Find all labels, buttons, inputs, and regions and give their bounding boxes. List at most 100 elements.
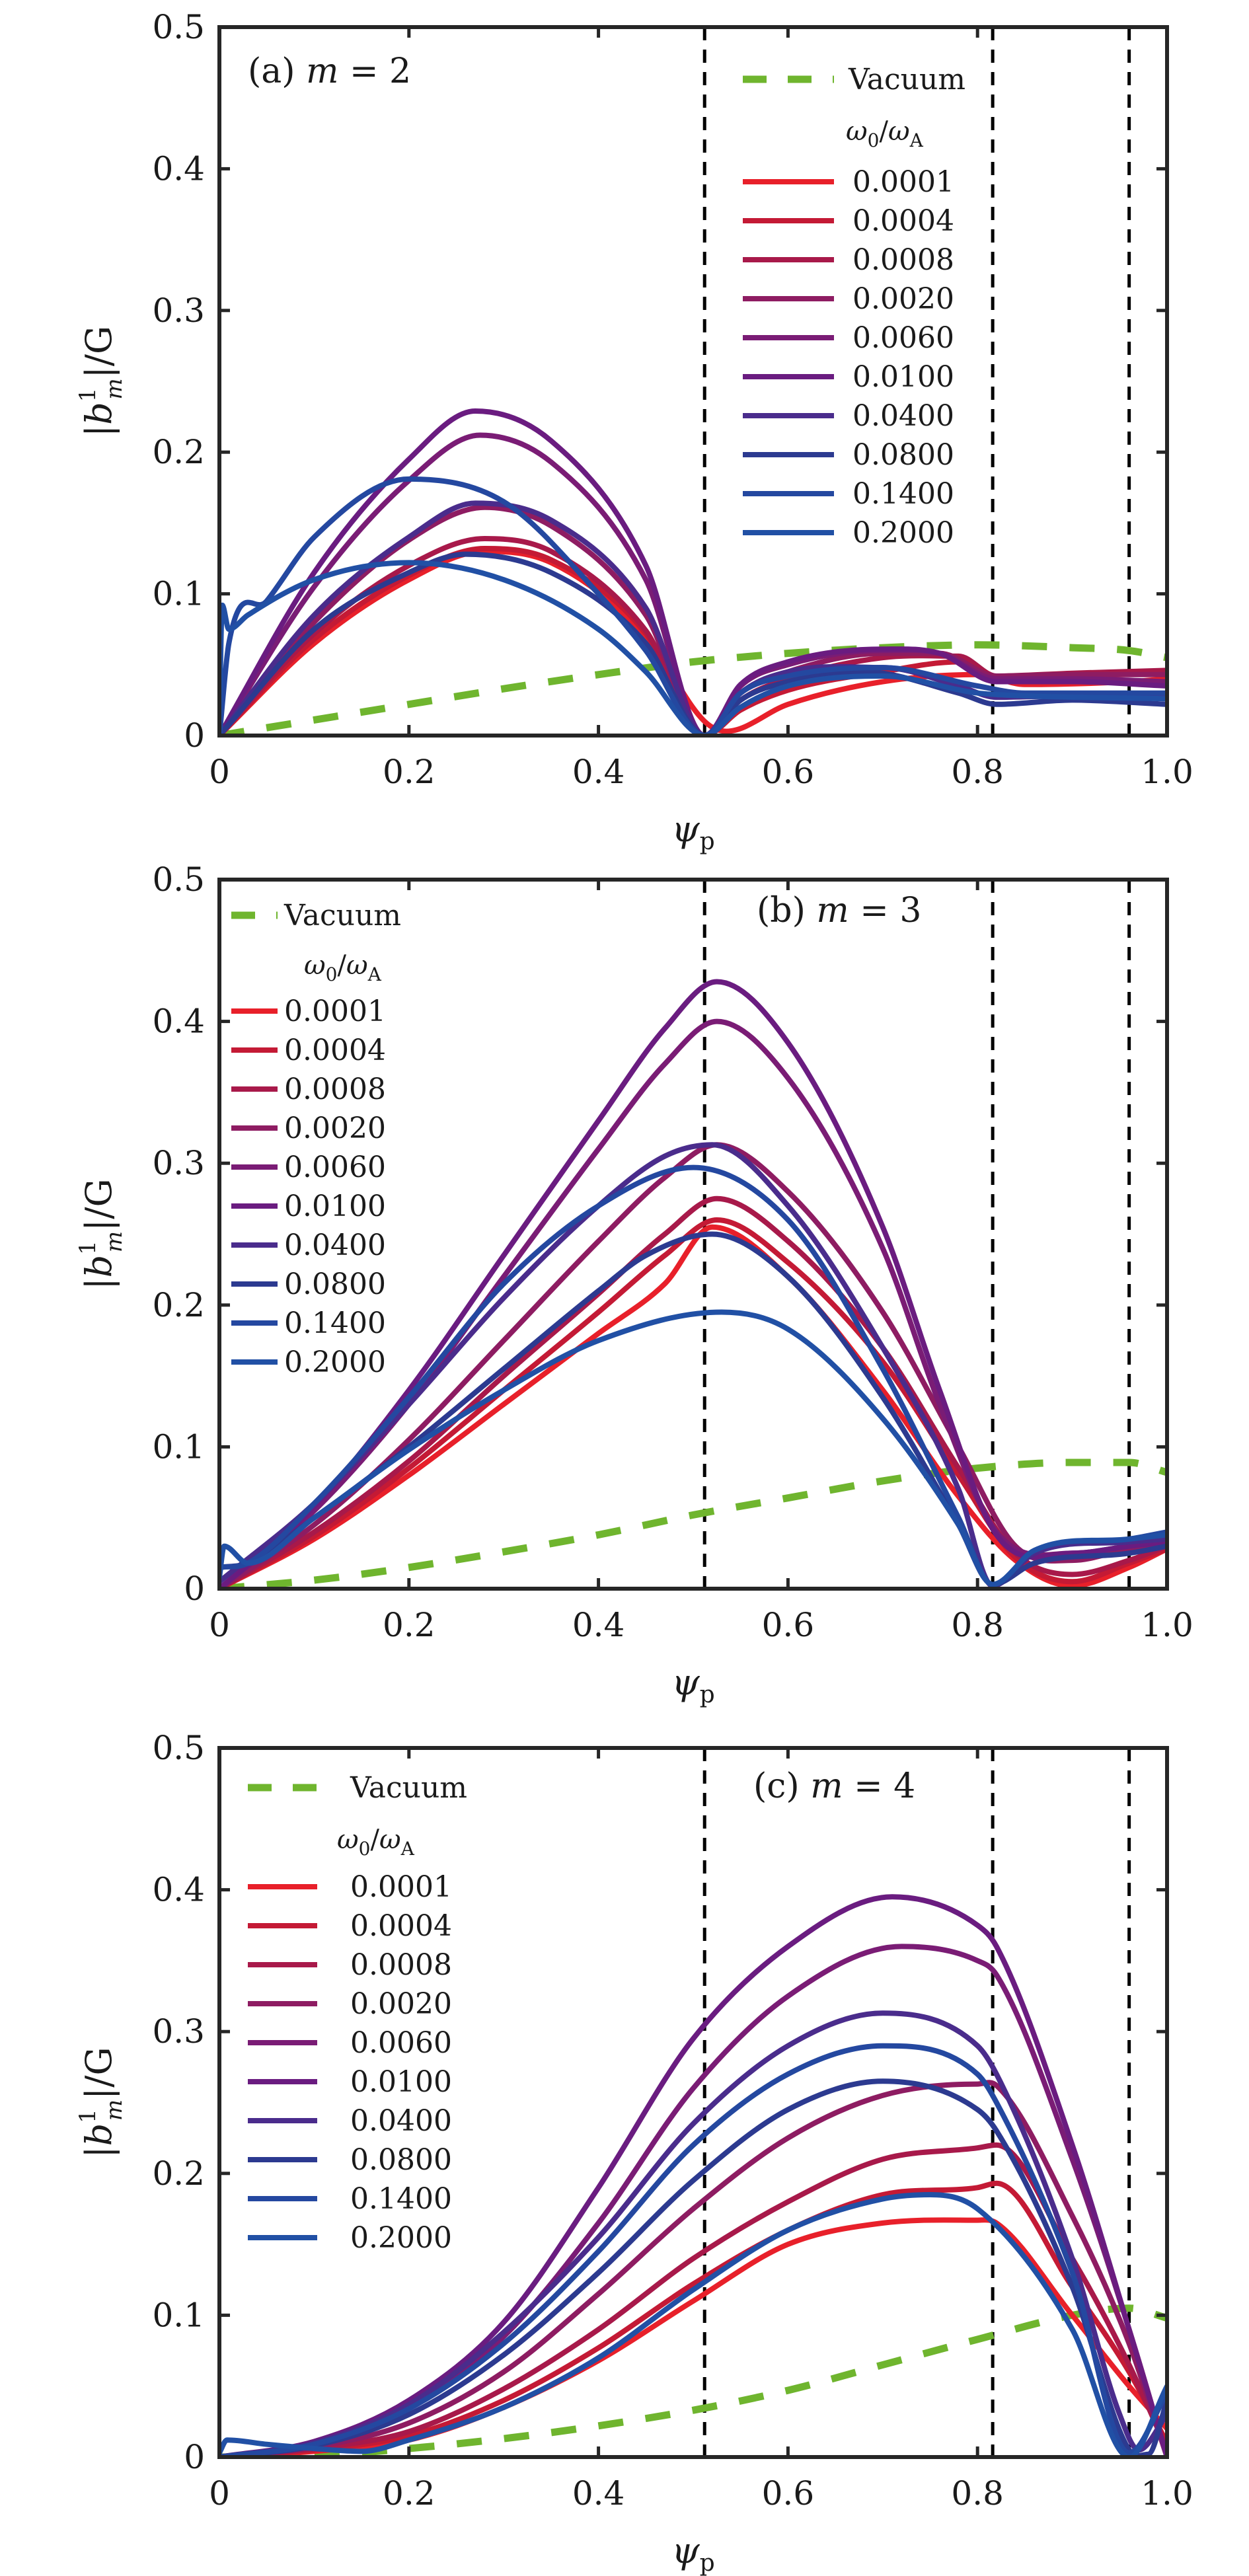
legend-label: 0.0020 — [284, 1112, 386, 1145]
y-tick-label: 0.2 — [152, 1286, 205, 1324]
x-tick-label: 0 — [209, 1606, 230, 1644]
legend-label: 0.0001 — [284, 995, 386, 1028]
legend-label: 0.0001 — [852, 165, 954, 199]
y-tick-label: 0.3 — [152, 291, 205, 330]
series-vacuum — [219, 641, 1167, 736]
legend-label: 0.0400 — [852, 399, 954, 433]
y-tick-label: 0.2 — [152, 2154, 205, 2193]
legend-label: 0.0060 — [852, 321, 954, 355]
legend-label: 0.1400 — [284, 1307, 386, 1340]
y-tick-label: 0.3 — [152, 1144, 205, 1182]
legend-label: 0.2000 — [350, 2221, 452, 2255]
series-line-0.1400 — [219, 2043, 1167, 2457]
x-tick-label: 0.6 — [762, 1606, 815, 1644]
legend-label: 0.0008 — [350, 1948, 452, 1982]
x-tick-label: 1.0 — [1141, 1606, 1193, 1644]
x-axis-label: ψp — [671, 808, 714, 855]
y-tick-label: 0.1 — [152, 2296, 205, 2334]
x-tick-label: 0.2 — [383, 753, 435, 791]
x-tick-label: 0 — [209, 753, 230, 791]
series-vacuum — [219, 1458, 1167, 1589]
y-tick-label: 0.1 — [152, 575, 205, 613]
series-line-0.2000 — [219, 560, 1167, 736]
y-tick-label: 0 — [184, 1570, 205, 1608]
series-line-0.0100 — [219, 1894, 1167, 2457]
axes-box — [217, 1746, 1169, 2459]
x-tick-label: 0.4 — [572, 2474, 625, 2513]
x-tick-label: 0.2 — [383, 1606, 435, 1644]
y-tick-label: 0.3 — [152, 2012, 205, 2051]
y-tick-label: 0 — [184, 716, 205, 755]
x-tick-label: 1.0 — [1141, 753, 1193, 791]
x-tick-label: 0.8 — [951, 2474, 1004, 2513]
x-tick-label: 0.4 — [572, 753, 625, 791]
legend-label: 0.0060 — [350, 2026, 452, 2060]
legend-label: 0.0004 — [350, 1909, 452, 1943]
panel-title: (b) m = 3 — [757, 891, 921, 930]
plot-area — [219, 979, 1167, 1589]
x-tick-label: 0.8 — [951, 753, 1004, 791]
legend-label: 0.0020 — [350, 1987, 452, 2021]
legend-label: 0.0008 — [852, 243, 954, 277]
x-axis-label: ψp — [671, 1661, 714, 1708]
legend: Vacuum ω0/ωA 0.0001 0.0004 0.0008 0.0020 0.006… — [248, 1771, 467, 2255]
legend-vacuum-label: Vacuum — [284, 899, 401, 932]
legend-label: 0.0400 — [350, 2104, 452, 2138]
x-tick-label: 0.8 — [951, 1606, 1004, 1644]
legend-label: 0.0800 — [284, 1268, 386, 1301]
legend: Vacuum ω0/ωA 0.0001 0.0004 0.0008 0.0020 0.006… — [231, 899, 401, 1379]
y-tick-label: 0.1 — [152, 1427, 205, 1466]
y-tick-label: 0.4 — [152, 1003, 205, 1041]
x-tick-label: 0 — [209, 2474, 230, 2513]
y-axis-label: |b1m|/G — [75, 326, 128, 437]
legend-label: 0.1400 — [852, 477, 954, 511]
legend-vacuum-label: Vacuum — [350, 1771, 467, 1805]
y-tick-label: 0.5 — [152, 1729, 205, 1767]
legend-label: 0.0060 — [284, 1151, 386, 1184]
series-line-0.2000 — [219, 1309, 1167, 1587]
legend-label: 0.0800 — [350, 2143, 452, 2177]
series-line-0.0100 — [219, 979, 1167, 1589]
panel-c: 0 0.2 0.4 0.6 0.8 1.0 0 0.1 0.2 0.3 0.4 0.5 ψp |b1m|/… — [75, 1729, 1193, 2576]
x-tick-label: 1.0 — [1141, 2474, 1193, 2513]
y-tick-label: 0 — [184, 2438, 205, 2476]
panel-title: (a) m = 2 — [248, 52, 411, 91]
x-tick-label: 0.4 — [572, 1606, 625, 1644]
panel-a: 0 0.2 0.4 0.6 0.8 1.0 0 0.1 0.2 0.3 0.4 0.5 ψp |b1m|/… — [75, 8, 1193, 855]
legend-label: 0.0001 — [350, 1870, 452, 1904]
panel-title: (c) m = 4 — [753, 1766, 915, 1806]
x-tick-label: 0.6 — [762, 2474, 815, 2513]
legend-header: ω0/ωA — [337, 1825, 415, 1860]
y-axis-label: |b1m|/G — [75, 1178, 128, 1289]
legend-vacuum-label: Vacuum — [848, 63, 965, 96]
legend-label: 0.0800 — [852, 438, 954, 472]
legend-header: ω0/ωA — [846, 116, 924, 151]
legend: Vacuum ω0/ωA 0.0001 0.0004 0.0008 0.0020 0.006… — [743, 63, 965, 550]
x-tick-label: 0.6 — [762, 753, 815, 791]
series-line-0.2000 — [219, 2192, 1167, 2457]
y-tick-label: 0.4 — [152, 1871, 205, 1909]
series-line-0.0400 — [219, 2010, 1167, 2457]
series-line-0.1400 — [219, 476, 1167, 736]
legend-label: 0.0100 — [350, 2065, 452, 2099]
legend-header: ω0/ωA — [304, 950, 382, 985]
legend-label: 0.0020 — [852, 282, 954, 316]
legend-label: 0.0100 — [852, 360, 954, 394]
axes-box — [217, 878, 1169, 1591]
y-tick-label: 0.5 — [152, 8, 205, 46]
axes-box — [217, 25, 1169, 738]
legend-label: 0.0100 — [284, 1190, 386, 1223]
panel-b: 0 0.2 0.4 0.6 0.8 1.0 0 0.1 0.2 0.3 0.4 0.5 ψp |b1m|/… — [75, 860, 1193, 1708]
x-tick-label: 0.2 — [383, 2474, 435, 2513]
y-axis-label: |b1m|/G — [75, 2047, 128, 2158]
legend-label: 0.0004 — [284, 1034, 386, 1067]
series-line-0.0020 — [219, 2080, 1167, 2457]
legend-label: 0.2000 — [852, 516, 954, 550]
x-axis-label: ψp — [671, 2530, 714, 2576]
legend-label: 0.0004 — [852, 204, 954, 238]
plot-area — [219, 1894, 1167, 2457]
legend-label: 0.0008 — [284, 1073, 386, 1106]
y-tick-label: 0.5 — [152, 860, 205, 899]
y-tick-label: 0.2 — [152, 433, 205, 471]
